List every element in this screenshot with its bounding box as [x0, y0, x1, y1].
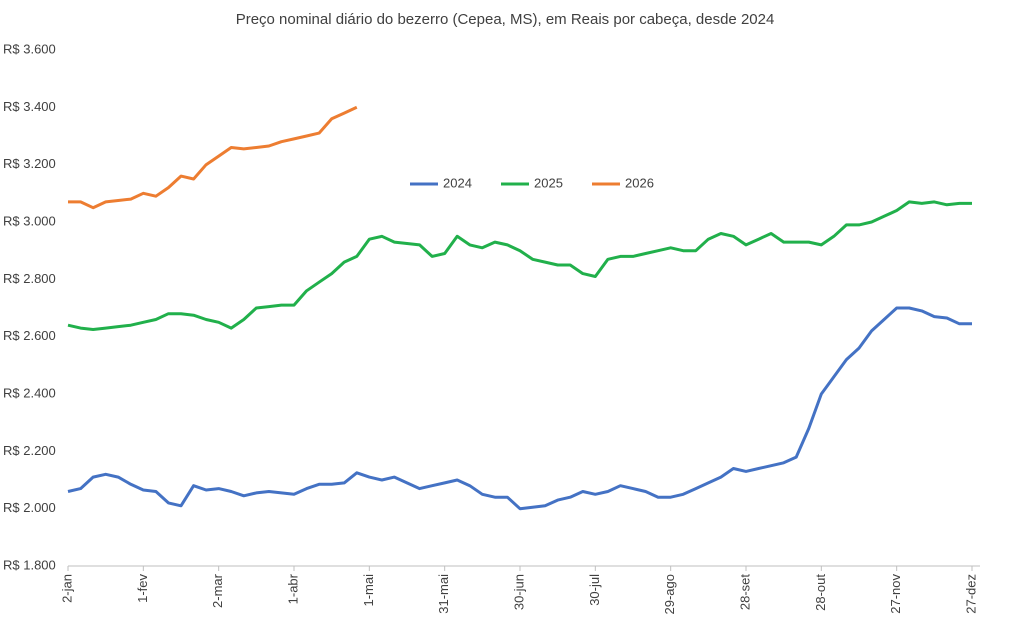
y-tick-label: R$ 2.200 — [3, 443, 56, 458]
chart-title: Preço nominal diário do bezerro (Cepea, … — [236, 11, 775, 28]
x-tick-label: 30-jun — [511, 574, 526, 610]
legend-label: 2026 — [625, 175, 654, 190]
x-tick-label: 27-dez — [963, 574, 978, 614]
legend-label: 2024 — [443, 175, 472, 190]
x-tick-label: 28-set — [737, 574, 752, 611]
y-tick-label: R$ 1.800 — [3, 557, 56, 572]
y-tick-label: R$ 2.000 — [3, 500, 56, 515]
x-tick-label: 1-mai — [361, 574, 376, 607]
x-tick-label: 2-jan — [59, 574, 74, 603]
x-tick-label: 31-mai — [436, 574, 451, 614]
x-tick-label: 29-ago — [662, 574, 677, 614]
x-tick-label: 1-fev — [135, 574, 150, 603]
y-tick-label: R$ 3.200 — [3, 156, 56, 171]
series-line — [67, 200, 972, 331]
y-tick-label: R$ 2.400 — [3, 385, 56, 400]
x-tick-label: 1-abr — [285, 573, 300, 604]
series-line — [67, 306, 972, 511]
legend-label: 2025 — [534, 175, 563, 190]
x-tick-label: 30-jul — [587, 574, 602, 606]
y-tick-label: R$ 3.400 — [3, 99, 56, 114]
x-tick-label: 28-out — [813, 574, 828, 611]
y-tick-label: R$ 3.000 — [3, 213, 56, 228]
y-tick-label: R$ 2.600 — [3, 328, 56, 343]
y-tick-label: R$ 2.800 — [3, 271, 56, 286]
series-line — [68, 105, 358, 210]
y-tick-label: R$ 3.600 — [3, 41, 56, 56]
x-tick-label: 27-nov — [888, 574, 903, 614]
x-tick-label: 2-mar — [210, 573, 225, 608]
